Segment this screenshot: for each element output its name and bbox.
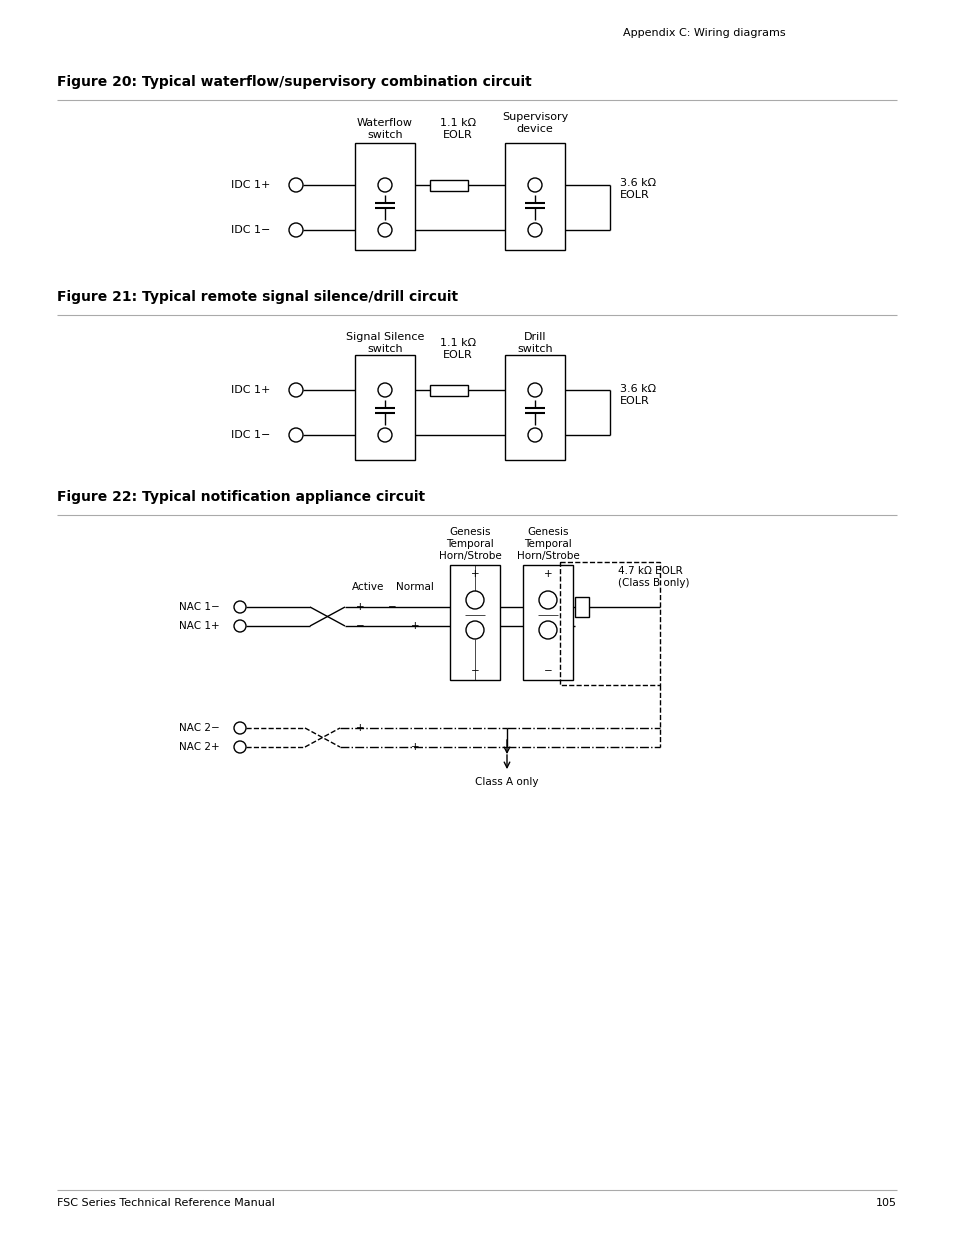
Text: 3.6 kΩ: 3.6 kΩ <box>619 384 656 394</box>
Circle shape <box>527 224 541 237</box>
Text: Waterflow: Waterflow <box>356 119 413 128</box>
Bar <box>430 385 468 396</box>
Text: FSC Series Technical Reference Manual: FSC Series Technical Reference Manual <box>57 1198 274 1208</box>
Text: IDC 1+: IDC 1+ <box>231 385 270 395</box>
Circle shape <box>289 383 303 396</box>
Circle shape <box>377 224 392 237</box>
Text: Signal Silence: Signal Silence <box>345 332 424 342</box>
Circle shape <box>527 178 541 191</box>
Text: +: + <box>543 569 552 579</box>
Bar <box>504 354 564 459</box>
Text: Genesis: Genesis <box>527 527 568 537</box>
Circle shape <box>377 429 392 442</box>
Text: Temporal: Temporal <box>446 538 494 550</box>
Bar <box>504 143 564 249</box>
Text: Figure 20: Typical waterflow/supervisory combination circuit: Figure 20: Typical waterflow/supervisory… <box>57 75 531 89</box>
Text: +: + <box>410 621 419 631</box>
Text: EOLR: EOLR <box>442 130 473 140</box>
Text: −: − <box>387 601 395 613</box>
Text: NAC 2+: NAC 2+ <box>179 742 220 752</box>
Bar <box>559 562 659 685</box>
Bar <box>575 597 588 618</box>
Text: Horn/Strobe: Horn/Strobe <box>517 551 578 561</box>
Bar <box>430 180 468 191</box>
Text: switch: switch <box>517 345 552 354</box>
Text: +: + <box>470 569 478 579</box>
Text: −: − <box>543 666 552 676</box>
Bar <box>355 354 415 459</box>
Text: +: + <box>410 742 419 752</box>
Text: Active: Active <box>352 582 384 592</box>
Circle shape <box>538 621 557 638</box>
Text: −: − <box>470 666 478 676</box>
Text: IDC 1−: IDC 1− <box>231 430 270 440</box>
Text: +: + <box>355 722 364 734</box>
Text: 1.1 kΩ: 1.1 kΩ <box>439 338 476 348</box>
Text: Figure 22: Typical notification appliance circuit: Figure 22: Typical notification applianc… <box>57 490 425 504</box>
Text: Genesis: Genesis <box>449 527 490 537</box>
Text: Appendix C: Wiring diagrams: Appendix C: Wiring diagrams <box>622 28 785 38</box>
Text: Normal: Normal <box>395 582 434 592</box>
Circle shape <box>377 178 392 191</box>
Text: IDC 1+: IDC 1+ <box>231 180 270 190</box>
Text: Drill: Drill <box>523 332 546 342</box>
Text: 3.6 kΩ: 3.6 kΩ <box>619 178 656 188</box>
Text: Horn/Strobe: Horn/Strobe <box>438 551 501 561</box>
Bar <box>450 564 499 680</box>
Bar <box>355 143 415 249</box>
Text: Temporal: Temporal <box>523 538 571 550</box>
Text: Class A only: Class A only <box>475 777 538 787</box>
Circle shape <box>527 429 541 442</box>
Circle shape <box>465 592 483 609</box>
Bar <box>522 564 573 680</box>
Text: (Class B only): (Class B only) <box>618 578 689 588</box>
Text: IDC 1−: IDC 1− <box>231 225 270 235</box>
Circle shape <box>465 621 483 638</box>
Text: −: − <box>355 621 364 631</box>
Text: 4.7 kΩ EOLR: 4.7 kΩ EOLR <box>618 566 682 576</box>
Text: 1.1 kΩ: 1.1 kΩ <box>439 119 476 128</box>
Circle shape <box>538 592 557 609</box>
Circle shape <box>233 741 246 753</box>
Circle shape <box>233 601 246 613</box>
Circle shape <box>233 620 246 632</box>
Circle shape <box>527 383 541 396</box>
Text: device: device <box>517 124 553 135</box>
Text: switch: switch <box>367 130 402 140</box>
Circle shape <box>289 224 303 237</box>
Circle shape <box>377 383 392 396</box>
Text: NAC 1−: NAC 1− <box>179 601 220 613</box>
Circle shape <box>233 722 246 734</box>
Text: Supervisory: Supervisory <box>501 112 568 122</box>
Text: EOLR: EOLR <box>619 396 649 406</box>
Text: 105: 105 <box>875 1198 896 1208</box>
Circle shape <box>289 178 303 191</box>
Text: EOLR: EOLR <box>619 190 649 200</box>
Text: NAC 1+: NAC 1+ <box>179 621 220 631</box>
Circle shape <box>289 429 303 442</box>
Text: EOLR: EOLR <box>442 350 473 359</box>
Text: +: + <box>355 601 364 613</box>
Text: switch: switch <box>367 345 402 354</box>
Text: NAC 2−: NAC 2− <box>179 722 220 734</box>
Text: Figure 21: Typical remote signal silence/drill circuit: Figure 21: Typical remote signal silence… <box>57 290 457 304</box>
